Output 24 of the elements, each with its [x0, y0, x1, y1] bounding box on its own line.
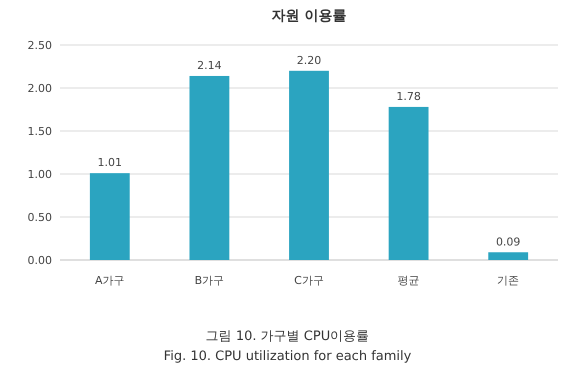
- x-tick-label: C가구: [294, 274, 324, 287]
- bar: [488, 252, 528, 260]
- data-label: 2.20: [296, 54, 322, 67]
- y-tick-label: 0.50: [28, 211, 52, 224]
- x-tick-label: 평균: [398, 274, 420, 287]
- y-tick-label: 1.50: [28, 125, 52, 138]
- x-tick-label: A가구: [95, 274, 125, 287]
- caption: 그림 10. 가구별 CPU이용률: [206, 329, 370, 344]
- y-tick-label: 0.00: [28, 254, 52, 267]
- data-label: 1.01: [98, 156, 122, 170]
- x-tick-label: 기존: [497, 274, 520, 287]
- bar: [388, 106, 429, 260]
- y-tick-label: 2.50: [28, 39, 52, 52]
- chart-title: 자원 이용률: [272, 8, 346, 24]
- data-label: 1.78: [396, 90, 421, 103]
- caption: Fig. 10. CPU utilization for each family: [164, 349, 412, 364]
- bar: [90, 173, 130, 260]
- data-label: 2.14: [197, 58, 222, 72]
- bar: [289, 70, 329, 260]
- x-tick-label: B가구: [194, 274, 224, 287]
- y-tick-label: 2.00: [28, 82, 52, 95]
- bar: [189, 76, 230, 260]
- data-label: 0.09: [496, 235, 520, 248]
- y-tick-label: 1.00: [28, 168, 52, 181]
